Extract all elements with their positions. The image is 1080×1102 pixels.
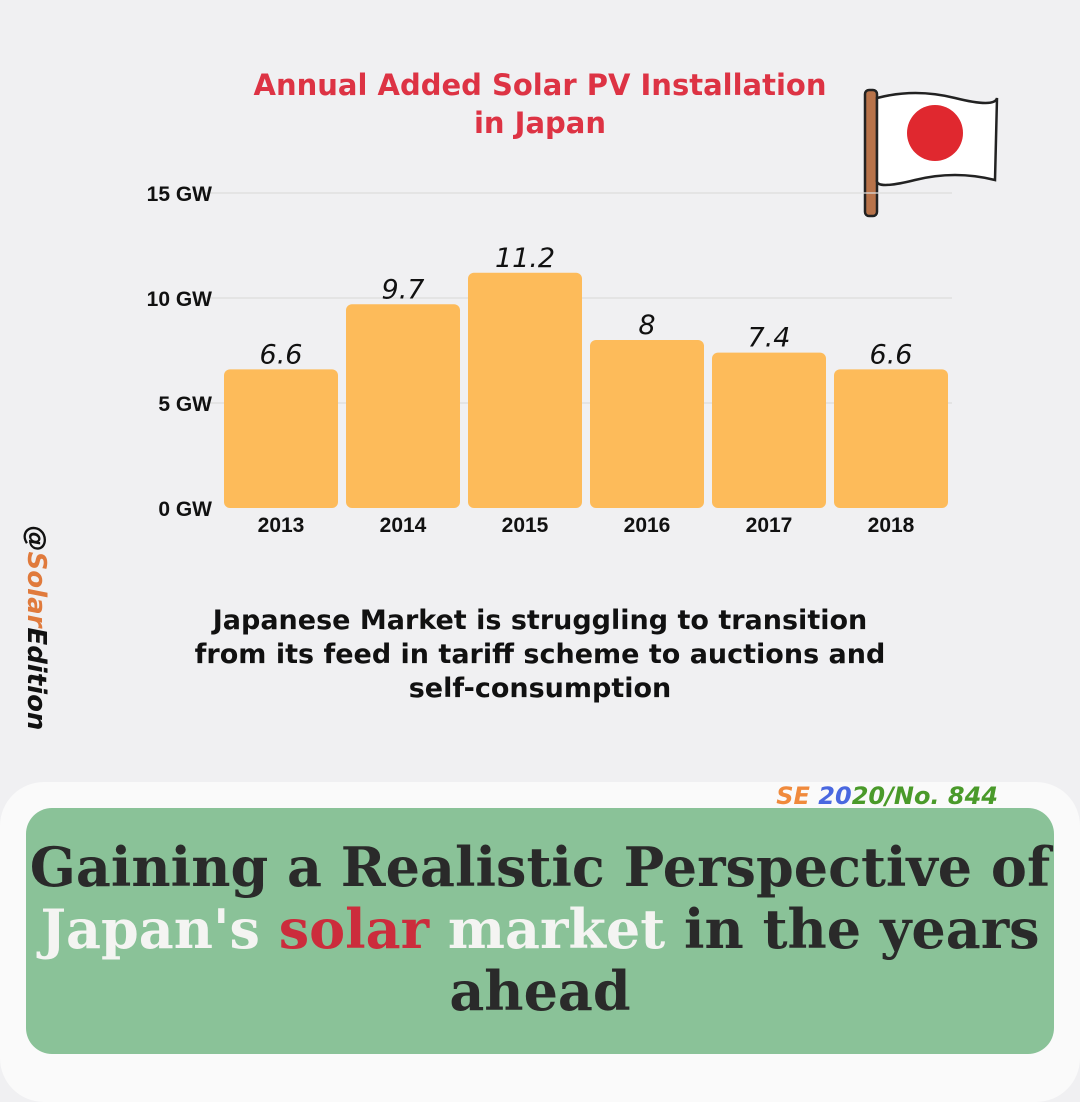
market-note: Japanese Market is struggling to transit… bbox=[170, 604, 910, 706]
y-tick-label: 0 GW bbox=[158, 498, 212, 521]
bar-chart: 0 GW 5 GW 10 GW 15 GW 6.6 2013 9.7 2014 11.2 2015… bbox=[147, 183, 952, 537]
headline-line-1: Gaining a Realistic Perspective of bbox=[29, 835, 1051, 899]
handle-rest: Edition bbox=[21, 627, 51, 731]
category-label-2016: 2016 bbox=[624, 514, 671, 537]
bar-2015 bbox=[468, 272, 582, 508]
bar-2016 bbox=[590, 340, 704, 508]
chart-title-line-2: in Japan bbox=[473, 106, 606, 140]
y-tick-label: 10 GW bbox=[147, 288, 213, 311]
category-label-2013: 2013 bbox=[258, 514, 305, 537]
y-tick-label: 5 GW bbox=[158, 393, 212, 416]
headline: Gaining a Realistic Perspective of Japan… bbox=[26, 836, 1054, 1022]
bars-layer bbox=[224, 272, 948, 508]
issue-se: SE bbox=[776, 782, 810, 810]
headline-japans: Japan's bbox=[40, 897, 260, 961]
headline-solar: solar bbox=[278, 897, 430, 961]
market-note-line-2: from its feed in tariff scheme to auctio… bbox=[194, 639, 886, 670]
handle-at: @ bbox=[21, 525, 51, 552]
headline-box: Gaining a Realistic Perspective of Japan… bbox=[26, 808, 1054, 1054]
chart-title-line-1: Annual Added Solar PV Installation bbox=[253, 68, 827, 102]
value-label-2013: 6.6 bbox=[260, 339, 303, 370]
category-label-2018: 2018 bbox=[868, 514, 915, 537]
category-label-2017: 2017 bbox=[746, 514, 793, 537]
chart-title: Annual Added Solar PV Installation in Ja… bbox=[200, 66, 880, 142]
category-label-2015: 2015 bbox=[502, 514, 549, 537]
market-note-line-1: Japanese Market is struggling to transit… bbox=[212, 605, 868, 636]
flag-red-disc bbox=[907, 105, 963, 161]
value-label-2017: 7.4 bbox=[748, 323, 791, 354]
category-label-2014: 2014 bbox=[380, 514, 427, 537]
value-label-2018: 6.6 bbox=[870, 339, 913, 370]
headline-line-3: ahead bbox=[449, 959, 631, 1023]
value-label-2016: 8 bbox=[638, 310, 655, 341]
headline-market: market bbox=[447, 897, 666, 961]
bar-2013 bbox=[224, 369, 338, 508]
issue-year-a: 20 bbox=[818, 782, 852, 810]
issue-year-b: 20/No. 844 bbox=[851, 782, 998, 810]
value-label-2015: 11.2 bbox=[495, 243, 555, 274]
headline-rest: in the years bbox=[684, 897, 1040, 961]
bar-2017 bbox=[712, 352, 826, 508]
headline-line-2: Japan's solar market in the years bbox=[26, 898, 1054, 960]
y-tick-label: 15 GW bbox=[147, 183, 213, 206]
market-note-line-3: self-consumption bbox=[408, 673, 672, 704]
bar-2014 bbox=[346, 304, 460, 508]
japan-flag-icon bbox=[863, 88, 999, 218]
value-label-2014: 9.7 bbox=[382, 274, 425, 305]
social-handle: @SolarEdition bbox=[21, 526, 51, 731]
handle-accent: Solar bbox=[21, 551, 51, 628]
labels-layer: 0 GW 5 GW 10 GW 15 GW 6.6 2013 9.7 2014 11.2 2015… bbox=[147, 183, 915, 537]
issue-number: SE 2020/No. 844 bbox=[776, 782, 998, 810]
bar-2018 bbox=[834, 369, 948, 508]
